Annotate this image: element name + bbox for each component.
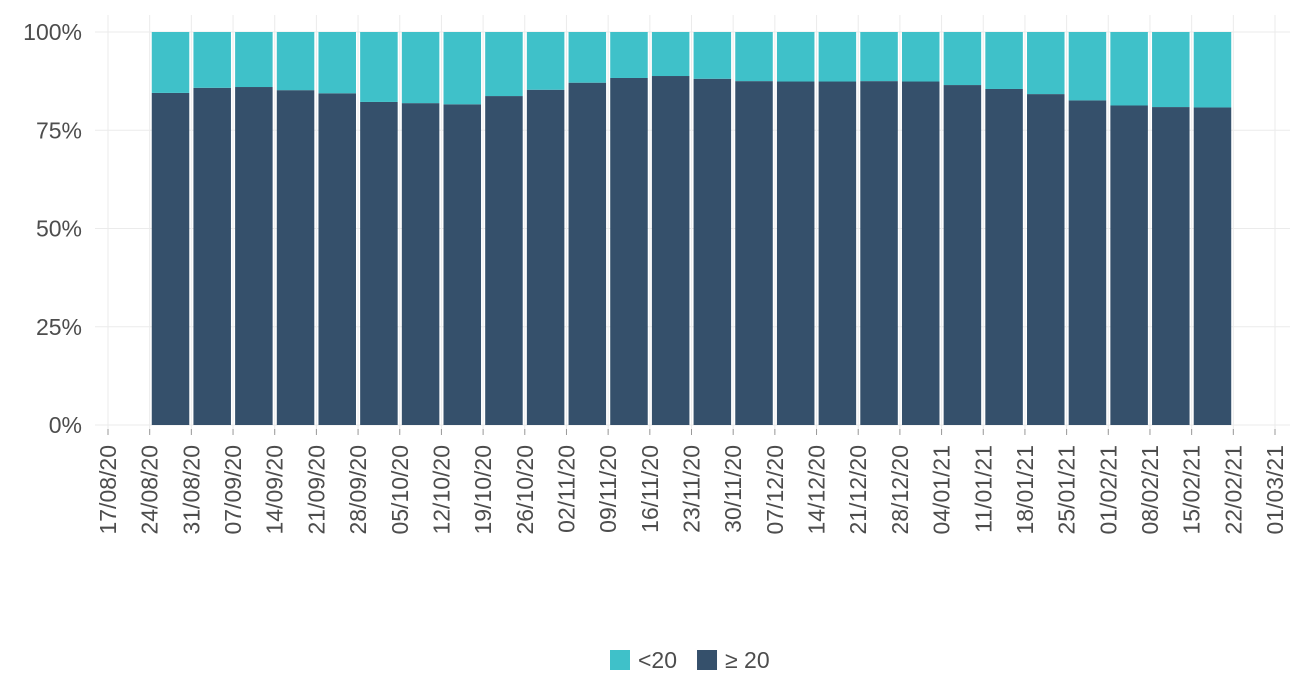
bar-segment (860, 32, 898, 82)
bar-segment (485, 32, 523, 97)
x-tick-label: 28/12/20 (887, 445, 913, 535)
bar-segment (360, 101, 398, 425)
bar-segment (1193, 32, 1232, 108)
bar-segment (901, 32, 940, 82)
x-tick-label: 16/11/20 (637, 445, 663, 533)
bar-segment (276, 32, 315, 91)
bar-segment (151, 32, 190, 93)
x-tick-label: 05/10/20 (387, 445, 413, 535)
y-tick-label: 50% (36, 216, 82, 242)
y-tick-label: 75% (36, 117, 82, 143)
bar-segment (610, 77, 648, 425)
x-tick-label: 04/01/21 (929, 445, 955, 535)
bar-segment (943, 32, 982, 86)
legend-swatch (610, 650, 630, 670)
x-tick-label: 02/11/20 (553, 445, 579, 533)
bar-segment (401, 32, 440, 104)
bar-segment (610, 32, 648, 78)
y-tick-label: 0% (49, 412, 82, 438)
x-tick-label: 21/12/20 (845, 445, 871, 535)
bar-segment (1193, 107, 1232, 426)
x-tick-label: 01/03/21 (1262, 445, 1288, 535)
x-tick-label: 12/10/20 (428, 445, 454, 535)
bar-segment (1110, 32, 1148, 106)
bar-segment (818, 81, 857, 425)
bar-segment (1068, 100, 1107, 425)
bar-segment (735, 81, 773, 425)
bar-segment (943, 85, 982, 426)
legend-label: ≥ 20 (725, 647, 770, 672)
bar-segment (151, 92, 190, 425)
x-tick-label: 17/08/20 (95, 445, 121, 535)
x-tick-label: 26/10/20 (512, 445, 538, 535)
x-tick-label: 15/02/21 (1179, 445, 1205, 535)
x-tick-label: 08/02/21 (1137, 445, 1163, 535)
x-tick-label: 22/02/21 (1220, 445, 1246, 535)
x-tick-label: 14/12/20 (804, 445, 830, 535)
bar-segment (318, 32, 356, 94)
bar-segment (526, 89, 565, 426)
bar-segment (693, 32, 732, 79)
bar-segment (443, 104, 482, 425)
bar-segment (1152, 32, 1190, 108)
bar-segment (235, 87, 273, 426)
bar-segment (818, 32, 857, 82)
bar-segment (318, 93, 356, 426)
bar-segment (568, 82, 607, 426)
y-tick-label: 100% (23, 19, 82, 45)
bar-segment (985, 32, 1023, 89)
bar-segment (651, 32, 690, 77)
bar-segment (901, 81, 940, 425)
legend-label: <20 (638, 647, 677, 672)
x-tick-label: 23/11/20 (679, 445, 705, 533)
bar-segment (443, 32, 482, 105)
bar-segment (776, 32, 815, 82)
x-tick-label: 07/12/20 (762, 445, 788, 535)
x-tick-label: 01/02/21 (1095, 445, 1121, 535)
bar-segment (693, 78, 732, 425)
x-tick-label: 31/08/20 (178, 445, 204, 535)
bar-segment (193, 32, 231, 88)
bar-segment (276, 90, 315, 425)
bar-segment (1027, 32, 1065, 95)
bar-segment (985, 88, 1023, 426)
bar-segment (1068, 32, 1107, 101)
x-tick-label: 19/10/20 (470, 445, 496, 535)
bar-segment (651, 76, 690, 426)
bar-segment (860, 81, 898, 425)
bar-segment (485, 96, 523, 426)
x-tick-label: 30/11/20 (720, 445, 746, 533)
bar-segment (401, 103, 440, 426)
x-tick-label: 18/01/21 (1012, 445, 1038, 535)
x-tick-label: 09/11/20 (595, 445, 621, 533)
bar-segment (193, 87, 231, 425)
x-tick-label: 25/01/21 (1054, 445, 1080, 535)
bar-segment (526, 32, 565, 90)
bar-segment (776, 81, 815, 425)
x-tick-label: 28/09/20 (345, 445, 371, 535)
x-tick-label: 07/09/20 (220, 445, 246, 535)
x-tick-label: 24/08/20 (137, 445, 163, 535)
bar-segment (1152, 107, 1190, 426)
x-tick-label: 21/09/20 (303, 445, 329, 535)
bar-segment (235, 32, 273, 88)
bar-segment (1027, 94, 1065, 426)
y-tick-label: 25% (36, 314, 82, 340)
bar-segment (360, 32, 398, 102)
bar-segment (568, 32, 607, 83)
x-tick-label: 14/09/20 (262, 445, 288, 535)
bar-segment (735, 32, 773, 82)
x-tick-label: 11/01/21 (970, 445, 996, 533)
bar-segment (1110, 105, 1148, 425)
legend-swatch (697, 650, 718, 670)
